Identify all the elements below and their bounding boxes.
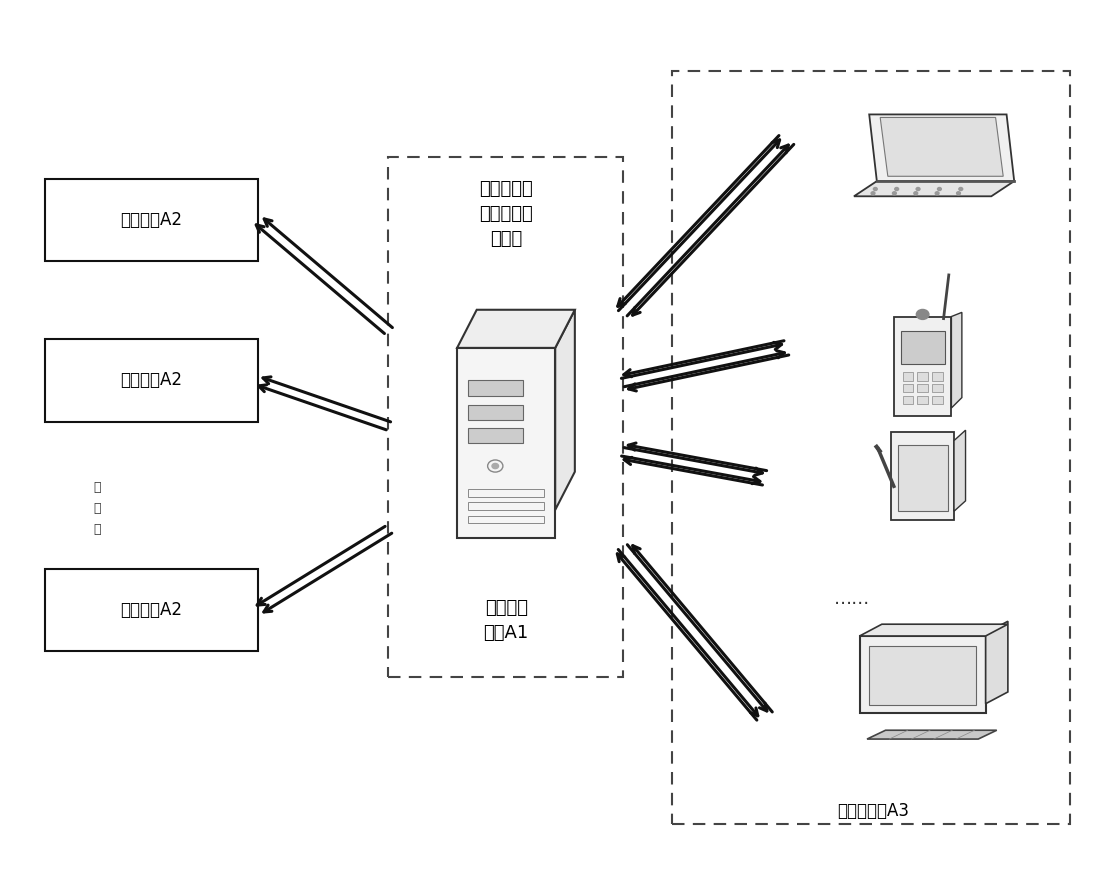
Bar [932,395,942,404]
Circle shape [916,309,929,320]
Text: 用户端设备A3: 用户端设备A3 [837,802,909,820]
Circle shape [938,188,941,190]
Bar [901,331,944,364]
Bar [932,384,942,392]
Bar [468,489,544,496]
Bar [903,395,914,404]
Polygon shape [880,117,1003,176]
Bar [891,432,954,520]
Bar [468,515,544,523]
Circle shape [492,463,498,468]
Bar [903,372,914,381]
Bar [45,569,258,651]
Bar [869,646,976,705]
Polygon shape [859,624,1008,636]
Polygon shape [457,309,575,348]
Polygon shape [869,115,1014,181]
Bar [897,445,948,511]
Bar [917,372,928,381]
Text: ＊
＊
＊: ＊ ＊ ＊ [94,481,101,535]
Text: 检测设备A2: 检测设备A2 [120,371,183,389]
Bar [457,348,555,539]
Polygon shape [854,181,1014,196]
Text: 低渗透油田
储层类型识
别装置: 低渗透油田 储层类型识 别装置 [480,180,533,248]
Text: ……: …… [834,590,870,608]
Bar [894,316,951,416]
Circle shape [936,192,939,195]
Polygon shape [951,312,962,408]
Text: 检测设备A2: 检测设备A2 [120,211,183,229]
Circle shape [916,188,920,190]
Circle shape [893,192,896,195]
Text: 检测设备A2: 检测设备A2 [120,600,183,619]
Bar [468,502,544,510]
Circle shape [956,192,961,195]
Bar [468,381,522,395]
Circle shape [895,188,898,190]
Bar [45,339,258,421]
Bar [917,395,928,404]
Polygon shape [986,621,1008,704]
Bar [468,405,522,421]
Circle shape [873,188,878,190]
Circle shape [871,192,874,195]
Bar [388,157,623,677]
Bar [45,179,258,262]
Circle shape [959,188,963,190]
Text: 服务器端
设备A1: 服务器端 设备A1 [483,600,529,642]
Bar [859,636,986,713]
Polygon shape [867,730,997,739]
Polygon shape [555,309,575,510]
Polygon shape [954,430,965,511]
Bar [917,384,928,392]
Bar [903,384,914,392]
Bar [468,428,522,443]
Bar [672,70,1070,825]
Circle shape [914,192,918,195]
Bar [932,372,942,381]
